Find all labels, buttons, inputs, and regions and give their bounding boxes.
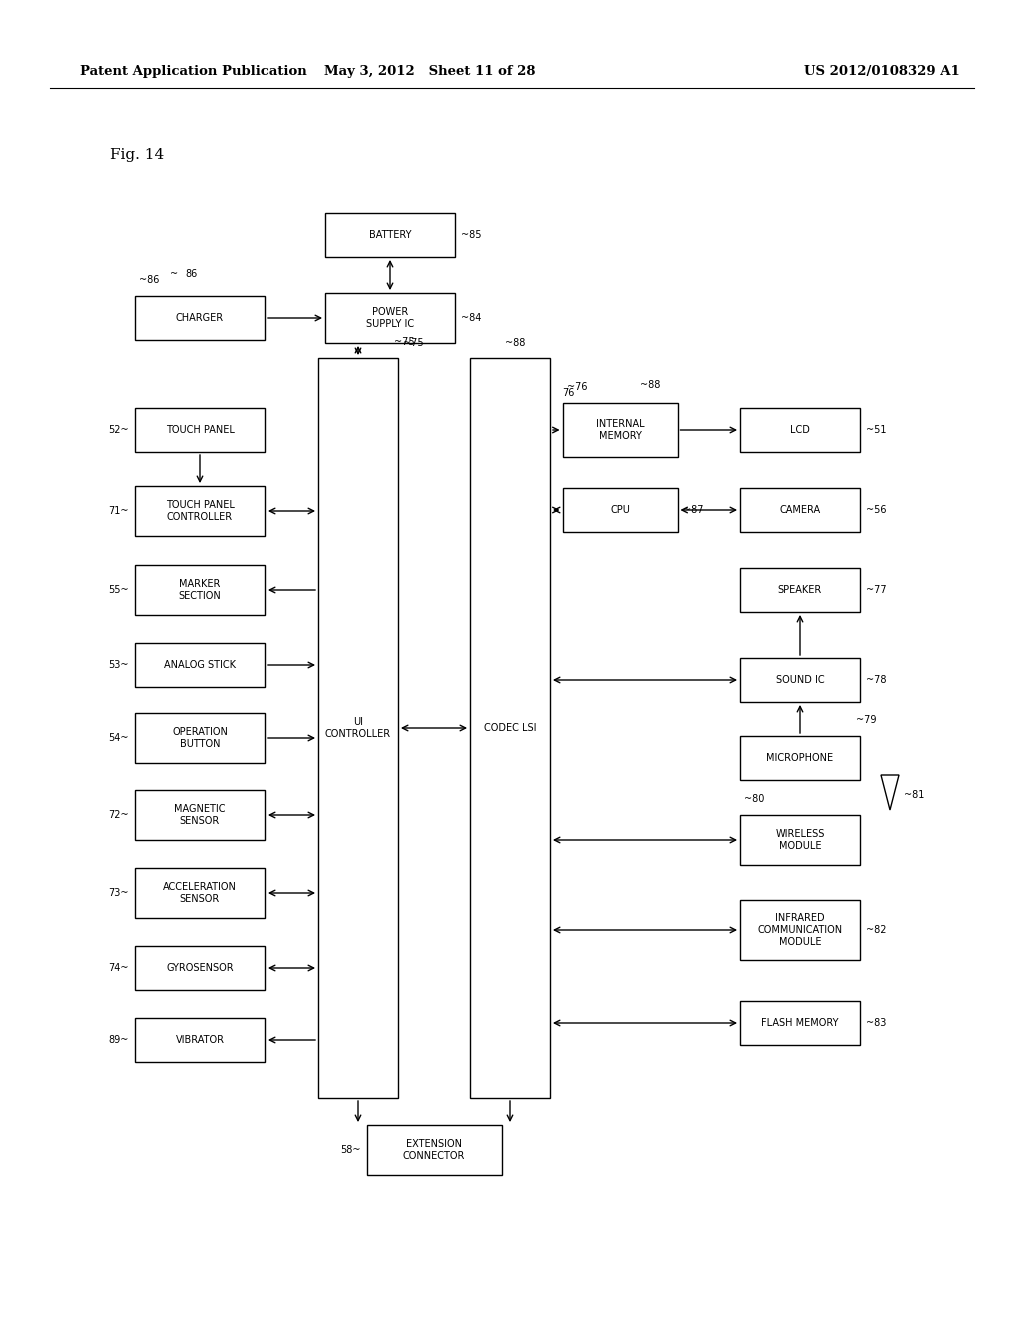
Bar — [135, 565, 265, 615]
Text: ~86: ~86 — [139, 275, 160, 285]
Text: Patent Application Publication: Patent Application Publication — [80, 66, 307, 78]
Text: CHARGER: CHARGER — [176, 313, 224, 323]
Text: INFRARED
COMMUNICATION
MODULE: INFRARED COMMUNICATION MODULE — [758, 912, 843, 948]
Bar — [740, 814, 860, 865]
Bar — [325, 293, 455, 343]
Text: ~88: ~88 — [505, 338, 525, 348]
Text: POWER
SUPPLY IC: POWER SUPPLY IC — [366, 306, 414, 329]
Text: ACCELERATION
SENSOR: ACCELERATION SENSOR — [163, 882, 237, 904]
Bar — [562, 488, 678, 532]
Text: ~76: ~76 — [566, 381, 587, 392]
Text: US 2012/0108329 A1: US 2012/0108329 A1 — [804, 66, 961, 78]
Text: ~82: ~82 — [866, 925, 887, 935]
Bar — [135, 946, 265, 990]
Text: ~88: ~88 — [640, 380, 660, 389]
Bar — [740, 737, 860, 780]
Bar — [740, 900, 860, 960]
Bar — [740, 568, 860, 612]
Text: TOUCH PANEL: TOUCH PANEL — [166, 425, 234, 436]
Text: WIRELESS
MODULE: WIRELESS MODULE — [775, 829, 824, 851]
Text: CAMERA: CAMERA — [779, 506, 820, 515]
Bar — [135, 869, 265, 917]
Bar — [740, 408, 860, 451]
Text: ~75: ~75 — [403, 338, 424, 348]
Bar — [470, 358, 550, 1098]
Bar — [318, 358, 398, 1098]
Text: EXTENSION
CONNECTOR: EXTENSION CONNECTOR — [402, 1139, 465, 1162]
Text: ~84: ~84 — [461, 313, 481, 323]
Text: ~87: ~87 — [683, 506, 705, 515]
Text: 72~: 72~ — [109, 810, 129, 820]
Bar — [740, 488, 860, 532]
Text: Fig. 14: Fig. 14 — [110, 148, 164, 162]
Text: 55~: 55~ — [109, 585, 129, 595]
Bar — [562, 403, 678, 457]
Text: ~56: ~56 — [866, 506, 887, 515]
Text: ~77: ~77 — [866, 585, 887, 595]
Text: UI
CONTROLLER: UI CONTROLLER — [325, 717, 391, 739]
Text: MICROPHONE: MICROPHONE — [766, 752, 834, 763]
Text: INTERNAL
MEMORY: INTERNAL MEMORY — [596, 418, 644, 441]
Text: OPERATION
BUTTON: OPERATION BUTTON — [172, 727, 228, 750]
Text: FLASH MEMORY: FLASH MEMORY — [761, 1018, 839, 1028]
Bar — [740, 657, 860, 702]
Text: 53~: 53~ — [109, 660, 129, 671]
Text: 74~: 74~ — [109, 964, 129, 973]
Text: GYROSENSOR: GYROSENSOR — [166, 964, 233, 973]
Bar — [135, 713, 265, 763]
Bar — [135, 486, 265, 536]
Text: BATTERY: BATTERY — [369, 230, 412, 240]
Text: CODEC LSI: CODEC LSI — [483, 723, 537, 733]
Bar — [135, 1018, 265, 1063]
Text: SOUND IC: SOUND IC — [776, 675, 824, 685]
Text: MAGNETIC
SENSOR: MAGNETIC SENSOR — [174, 804, 225, 826]
Text: ~79: ~79 — [856, 715, 877, 725]
Text: 86: 86 — [185, 269, 198, 279]
Text: 58~: 58~ — [340, 1144, 360, 1155]
Text: CPU: CPU — [610, 506, 630, 515]
Bar — [135, 408, 265, 451]
Text: LCD: LCD — [791, 425, 810, 436]
Text: ~83: ~83 — [866, 1018, 887, 1028]
Text: SPEAKER: SPEAKER — [778, 585, 822, 595]
Bar — [325, 213, 455, 257]
Text: ~51: ~51 — [866, 425, 887, 436]
Bar — [135, 789, 265, 840]
Text: VIBRATOR: VIBRATOR — [175, 1035, 224, 1045]
Text: TOUCH PANEL
CONTROLLER: TOUCH PANEL CONTROLLER — [166, 500, 234, 523]
Text: 73~: 73~ — [109, 888, 129, 898]
Bar — [740, 1001, 860, 1045]
Text: ~85: ~85 — [461, 230, 481, 240]
Bar — [367, 1125, 502, 1175]
Text: ~81: ~81 — [904, 789, 925, 800]
Bar — [135, 643, 265, 686]
Text: MARKER
SECTION: MARKER SECTION — [178, 578, 221, 601]
Text: ANALOG STICK: ANALOG STICK — [164, 660, 236, 671]
Text: 89~: 89~ — [109, 1035, 129, 1045]
Text: ~: ~ — [170, 269, 178, 279]
Text: May 3, 2012   Sheet 11 of 28: May 3, 2012 Sheet 11 of 28 — [325, 66, 536, 78]
Bar — [135, 296, 265, 341]
Text: ~78: ~78 — [866, 675, 887, 685]
Text: 52~: 52~ — [109, 425, 129, 436]
Text: 76: 76 — [562, 388, 574, 399]
Text: ~80: ~80 — [744, 795, 764, 804]
Text: 54~: 54~ — [109, 733, 129, 743]
Text: ~75: ~75 — [394, 337, 415, 347]
Text: 71~: 71~ — [109, 506, 129, 516]
